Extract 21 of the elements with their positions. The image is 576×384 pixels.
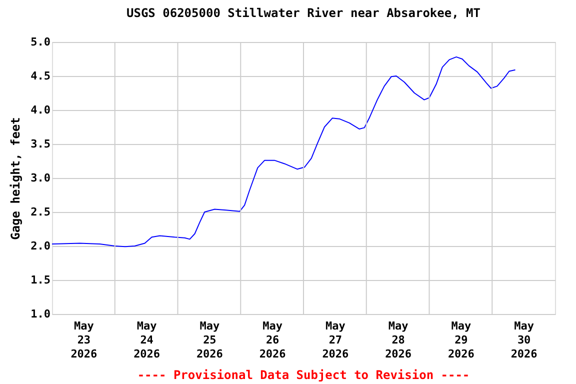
y-tick-label: 3.5 bbox=[30, 138, 50, 150]
x-tick-label: May 30 2026 bbox=[510, 320, 538, 360]
x-tick-label: May 23 2026 bbox=[70, 320, 98, 360]
x-tick-label: May 28 2026 bbox=[385, 320, 412, 360]
x-tick-label: May 29 2026 bbox=[448, 320, 475, 360]
x-tick-label: May 27 2026 bbox=[322, 320, 350, 360]
y-tick-label: 2.0 bbox=[30, 240, 50, 252]
y-tick-label: 1.0 bbox=[30, 308, 50, 320]
x-tick-label: May 24 2026 bbox=[134, 320, 160, 360]
x-tick-label: May 25 2026 bbox=[196, 320, 224, 360]
text: ---- Provisional Data Subject to Revision ---- bbox=[137, 368, 470, 382]
line-series bbox=[52, 56, 516, 248]
x-tick-label: May 26 2026 bbox=[259, 320, 286, 360]
y-axis-title: Gage height, feet bbox=[8, 117, 23, 240]
y-tick-label: 4.0 bbox=[30, 104, 50, 116]
y-tick-label: 4.5 bbox=[30, 70, 50, 82]
y-tick-label: 1.5 bbox=[30, 274, 50, 286]
y-tick-label: 2.5 bbox=[30, 206, 50, 218]
y-tick-label: 3.0 bbox=[30, 172, 50, 184]
y-tick-label: 5.0 bbox=[30, 36, 50, 48]
chart-title: USGS 06205000 Stillwater River near Absarokee, MT bbox=[126, 6, 481, 20]
